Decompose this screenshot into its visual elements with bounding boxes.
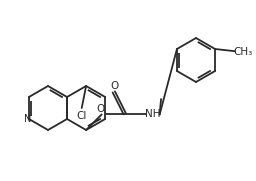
Text: O: O xyxy=(97,104,105,114)
Text: NH: NH xyxy=(145,110,161,119)
Text: O: O xyxy=(111,81,119,91)
Text: N: N xyxy=(24,114,32,124)
Text: Cl: Cl xyxy=(77,111,87,121)
Text: CH₃: CH₃ xyxy=(233,47,252,57)
